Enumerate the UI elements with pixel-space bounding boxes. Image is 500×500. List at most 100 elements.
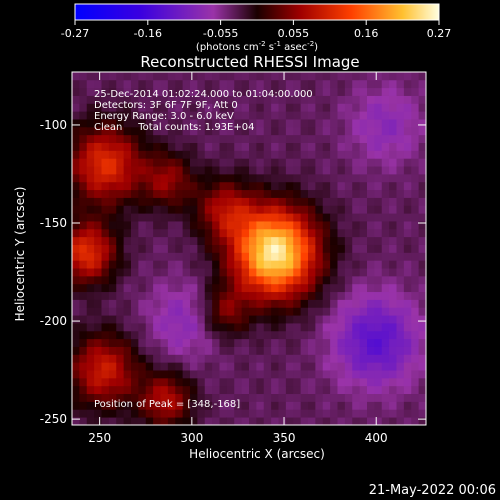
heatmap-cell: [403, 119, 412, 128]
heatmap-cell: [219, 228, 228, 238]
heatmap-cell: [234, 221, 243, 230]
heatmap-cell: [167, 87, 176, 96]
heatmap-cell: [204, 283, 213, 293]
heatmap-cell: [359, 275, 368, 285]
heatmap-cell: [190, 401, 198, 410]
heatmap-cell: [344, 260, 353, 269]
heatmap-cell: [167, 150, 176, 159]
heatmap-cell: [116, 126, 125, 136]
heatmap-cell: [308, 401, 316, 410]
heatmap-cell: [293, 252, 302, 261]
heatmap-cell: [204, 166, 213, 175]
heatmap-cell: [226, 244, 235, 253]
heatmap-cell: [278, 323, 287, 332]
heatmap-cell: [72, 150, 80, 159]
heatmap-cell: [86, 79, 95, 89]
heatmap-cell: [79, 150, 88, 159]
heatmap-cell: [293, 134, 302, 143]
heatmap-cell: [101, 346, 110, 355]
heatmap-cell: [300, 166, 309, 175]
heatmap-cell: [256, 134, 265, 143]
heatmap-cell: [403, 72, 412, 81]
heatmap-cell: [396, 307, 405, 316]
heatmap-cell: [101, 401, 110, 410]
heatmap-cell: [352, 103, 361, 112]
heatmap-cell: [418, 283, 426, 293]
heatmap-cell: [153, 354, 161, 363]
heatmap-cell: [300, 134, 309, 143]
heatmap-cell: [293, 315, 302, 324]
heatmap-cell: [337, 142, 346, 151]
heatmap-cell: [190, 134, 198, 143]
heatmap-cell: [322, 307, 331, 316]
heatmap-cell: [344, 95, 353, 104]
heatmap-cell: [337, 79, 346, 89]
heatmap-cell: [219, 354, 228, 363]
heatmap-cell: [226, 126, 235, 136]
heatmap-cell: [108, 79, 117, 89]
heatmap-cell: [396, 377, 405, 387]
heatmap-cell: [108, 126, 117, 136]
heatmap-cell: [86, 158, 95, 167]
heatmap-cell: [403, 244, 412, 253]
heatmap-cell: [153, 323, 161, 332]
heatmap-cell: [300, 150, 309, 159]
heatmap-cell: [212, 291, 220, 300]
heatmap-cell: [160, 252, 169, 261]
heatmap-cell: [381, 166, 390, 175]
heatmap-cell: [344, 252, 353, 261]
heatmap-cell: [263, 409, 272, 418]
heatmap-cell: [315, 401, 324, 410]
heatmap-cell: [322, 181, 331, 191]
heatmap-cell: [396, 205, 405, 214]
heatmap-cell: [72, 111, 80, 120]
heatmap-cell: [344, 213, 353, 222]
heatmap-cell: [160, 150, 169, 159]
heatmap-cell: [330, 221, 338, 230]
heatmap-cell: [160, 307, 169, 316]
heatmap-cell: [300, 291, 309, 300]
heatmap-cell: [79, 401, 88, 410]
heatmap-cell: [418, 315, 426, 324]
heatmap-cell: [138, 95, 147, 104]
heatmap-cell: [359, 189, 368, 198]
heatmap-cell: [381, 236, 390, 245]
heatmap-cell: [344, 103, 353, 112]
heatmap-cell: [315, 79, 324, 89]
heatmap-cell: [322, 150, 331, 159]
heatmap-cell: [167, 166, 176, 175]
heatmap-cell: [101, 72, 110, 81]
heatmap-cell: [271, 72, 279, 81]
heatmap-cell: [72, 315, 80, 324]
heatmap-cell: [315, 275, 324, 285]
heatmap-cell: [116, 158, 125, 167]
heatmap-cell: [344, 283, 353, 293]
heatmap-cell: [79, 330, 88, 340]
heatmap-cell: [249, 338, 257, 347]
heatmap-cell: [145, 291, 154, 300]
heatmap-cell: [418, 173, 426, 183]
heatmap-cell: [278, 346, 287, 355]
heatmap-cell: [72, 158, 80, 167]
heatmap-cell: [367, 338, 375, 347]
heatmap-cell: [411, 119, 420, 128]
heatmap-cell: [138, 150, 147, 159]
heatmap-cell: [315, 197, 324, 206]
heatmap-cell: [403, 252, 412, 261]
heatmap-cell: [175, 346, 184, 355]
heatmap-cell: [167, 260, 176, 269]
heatmap-cell: [278, 189, 287, 198]
heatmap-cell: [381, 252, 390, 261]
heatmap-cell: [389, 268, 397, 277]
heatmap-cell: [411, 87, 420, 96]
heatmap-cell: [381, 330, 390, 340]
heatmap-cell: [330, 385, 338, 395]
heatmap-cell: [123, 72, 132, 81]
heatmap-cell: [145, 323, 154, 332]
heatmap-cell: [94, 189, 102, 198]
heatmap-cell: [197, 299, 206, 308]
heatmap-cell: [190, 260, 198, 269]
heatmap-cell: [271, 385, 279, 395]
heatmap-cell: [389, 330, 397, 340]
heatmap-cell: [322, 95, 331, 104]
